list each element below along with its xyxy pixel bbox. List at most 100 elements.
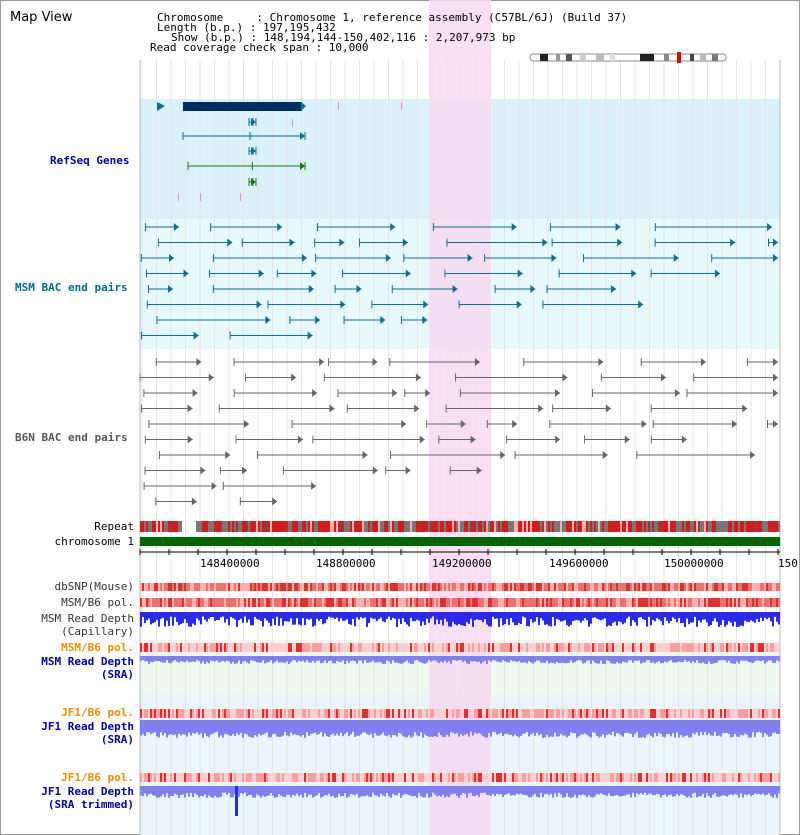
read-depth-bar <box>218 786 220 798</box>
track-label-msm-bac[interactable]: MSM BAC end pairs <box>15 281 128 294</box>
polymorphism-strip <box>664 643 666 652</box>
polymorphism-strip <box>226 773 228 782</box>
track-label-chromosome[interactable]: chromosome 1 <box>54 535 134 548</box>
polymorphism-strip <box>736 583 738 591</box>
read-depth-bar <box>468 720 470 737</box>
read-depth-bar <box>362 786 364 797</box>
read-depth-bar <box>154 720 156 733</box>
polymorphism-strip <box>578 598 580 607</box>
polymorphism-strip <box>638 773 640 782</box>
polymorphism-strip <box>408 598 410 607</box>
track-label-msm-depth-capillary[interactable]: MSM Read Depth <box>41 612 134 625</box>
polymorphism-strip <box>618 598 620 607</box>
polymorphism-strip <box>168 643 170 652</box>
read-depth-bar <box>566 612 568 626</box>
repeat-segment <box>698 521 700 532</box>
polymorphism-strip <box>704 598 706 607</box>
polymorphism-strip <box>442 583 444 591</box>
read-depth-bar <box>580 612 582 623</box>
polymorphism-strip <box>378 643 380 652</box>
polymorphism-strip <box>286 583 288 591</box>
refseq-marker <box>240 193 241 201</box>
polymorphism-strip <box>560 773 562 782</box>
track-label-jf1-depth-trimmed[interactable]: JF1 Read Depth <box>41 785 134 798</box>
msm-bac-pair-arrow <box>422 316 428 324</box>
read-depth-bar <box>346 656 348 661</box>
polymorphism-strip <box>648 709 650 718</box>
polymorphism-strip <box>356 583 358 591</box>
polymorphism-strip <box>714 598 716 607</box>
polymorphism-strip <box>474 598 476 607</box>
polymorphism-strip <box>578 643 580 652</box>
read-depth-bar <box>326 786 328 796</box>
read-depth-bar <box>722 786 724 796</box>
read-depth-bar <box>330 720 332 735</box>
read-depth-bar <box>686 786 688 798</box>
read-depth-bar <box>354 720 356 737</box>
read-depth-bar <box>410 786 412 796</box>
polymorphism-strip <box>362 773 364 782</box>
read-depth-bar <box>532 656 534 664</box>
read-depth-bar <box>166 612 168 621</box>
polymorphism-strip <box>212 598 214 607</box>
b6n-bac-pair-arrow <box>555 435 561 444</box>
polymorphism-strip <box>710 598 712 607</box>
polymorphism-strip <box>144 598 146 607</box>
repeat-segment <box>388 521 390 532</box>
polymorphism-strip <box>164 598 166 607</box>
polymorphism-strip <box>268 773 270 782</box>
track-label-msm-depth-sra[interactable]: MSM Read Depth <box>41 655 134 668</box>
polymorphism-strip <box>376 709 378 718</box>
read-depth-bar <box>682 786 684 795</box>
track-label-refseq[interactable]: RefSeq Genes <box>50 154 130 167</box>
polymorphism-strip <box>366 583 368 591</box>
track-label-b6n-bac[interactable]: B6N BAC end pairs <box>15 431 128 444</box>
read-depth-bar <box>348 612 350 625</box>
read-depth-bar <box>520 720 522 737</box>
polymorphism-strip <box>402 598 404 607</box>
repeat-segment <box>492 521 494 532</box>
polymorphism-strip <box>518 643 520 652</box>
read-depth-bar <box>398 720 400 733</box>
read-depth-bar <box>146 786 148 797</box>
repeat-segment <box>198 521 200 532</box>
read-depth-bar <box>542 612 544 621</box>
track-label-msm-pol[interactable]: MSM/B6 pol. <box>61 596 134 609</box>
polymorphism-strip <box>506 773 508 782</box>
read-depth-bar <box>510 786 512 796</box>
track-label-msm-pol-sra[interactable]: MSM/B6 pol. <box>61 641 134 654</box>
polymorphism-strip <box>626 598 628 607</box>
repeat-segment <box>556 521 558 532</box>
polymorphism-strip <box>470 773 472 782</box>
track-label-repeat[interactable]: Repeat <box>94 520 134 533</box>
read-depth-bar <box>226 656 228 661</box>
read-depth-bar <box>570 612 572 625</box>
repeat-segment <box>342 521 344 532</box>
polymorphism-strip <box>592 598 594 607</box>
track-label-jf1-pol-trimmed[interactable]: JF1/B6 pol. <box>61 771 134 784</box>
polymorphism-strip <box>742 583 744 591</box>
polymorphism-strip <box>746 709 748 718</box>
polymorphism-strip <box>660 773 662 782</box>
polymorphism-strip <box>344 598 346 607</box>
read-depth-bar <box>680 612 682 624</box>
repeat-segment <box>420 521 422 532</box>
read-depth-bar <box>326 612 328 620</box>
read-depth-bar <box>258 786 260 796</box>
polymorphism-strip <box>734 709 736 718</box>
polymorphism-strip <box>682 773 684 782</box>
track-label-jf1-pol[interactable]: JF1/B6 pol. <box>61 706 134 719</box>
read-depth-bar <box>734 612 736 622</box>
polymorphism-strip <box>310 583 312 591</box>
read-depth-bar <box>552 656 554 664</box>
polymorphism-strip <box>224 583 226 591</box>
repeat-segment <box>516 521 518 532</box>
polymorphism-strip <box>208 583 210 591</box>
polymorphism-strip <box>426 773 428 782</box>
track-label-jf1-depth[interactable]: JF1 Read Depth <box>41 720 134 733</box>
polymorphism-strip <box>370 709 372 718</box>
polymorphism-strip <box>532 598 534 607</box>
read-depth-bar <box>364 786 366 797</box>
track-label-dbsnp[interactable]: dbSNP(Mouse) <box>54 580 134 593</box>
